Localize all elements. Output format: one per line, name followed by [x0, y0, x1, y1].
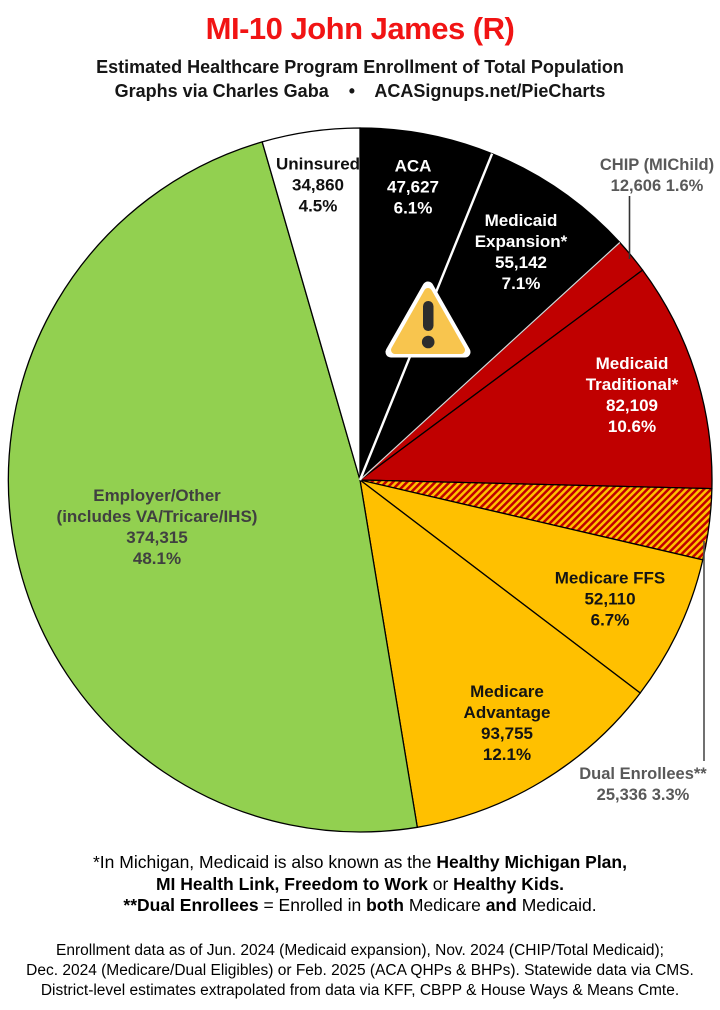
subtitle: Estimated Healthcare Program Enrollment …	[96, 57, 624, 77]
warning-icon	[385, 281, 471, 358]
footnote-line: **Dual Enrollees = Enrolled in both Medi…	[123, 895, 597, 915]
pie-slice-employer-other	[7, 141, 419, 833]
footnote-line: *In Michigan, Medicaid is also known as …	[93, 852, 627, 872]
pie-slice-medicaid-expansion	[359, 152, 621, 481]
credit-line: Graphs via Charles Gaba • ACASignups.net…	[114, 81, 606, 101]
label-medicare-advantage: Medicare Advantage 93,755 12.1%	[463, 682, 551, 764]
pie-slice-uninsured	[261, 127, 361, 481]
white-slice-divider	[359, 242, 621, 481]
label-chip: CHIP (MIChild) 12,606 1.6%	[599, 156, 715, 195]
pie-slice-medicare-advantage	[359, 478, 642, 829]
label-medicaid-traditional: Medicaid Traditional* 82,109 10.6%	[585, 354, 679, 436]
footnote-line: MI Health Link, Freedom to Work or Healt…	[155, 873, 565, 894]
label-dual-enrollees: Dual Enrollees** 25,336 3.3%	[579, 765, 707, 804]
label-uninsured: Uninsured 34,860 4.5%	[275, 154, 361, 216]
footnote-data-sources: Enrollment data as of Jun. 2024 (Medicai…	[26, 942, 694, 999]
label-medicare-ffs: Medicare FFS 52,110 6.7%	[554, 568, 666, 630]
pie-slice-medicaid-traditional	[358, 269, 713, 490]
label-medicaid-expansion: Medicaid Expansion* 55,142 7.1%	[474, 211, 568, 293]
label-aca: ACA 47,627 6.1%	[387, 156, 439, 218]
footnote-medicaid-names: *In Michigan, Medicaid is also known as …	[0, 852, 720, 917]
pie-slice-medicare-ffs	[359, 479, 704, 694]
header: MI-10 John James (R) Estimated Healthcar…	[0, 0, 720, 103]
page-title: MI-10 John James (R)	[205, 11, 515, 46]
label-employer-other: Employer/Other (includes VA/Tricare/IHS) 3…	[56, 486, 258, 568]
